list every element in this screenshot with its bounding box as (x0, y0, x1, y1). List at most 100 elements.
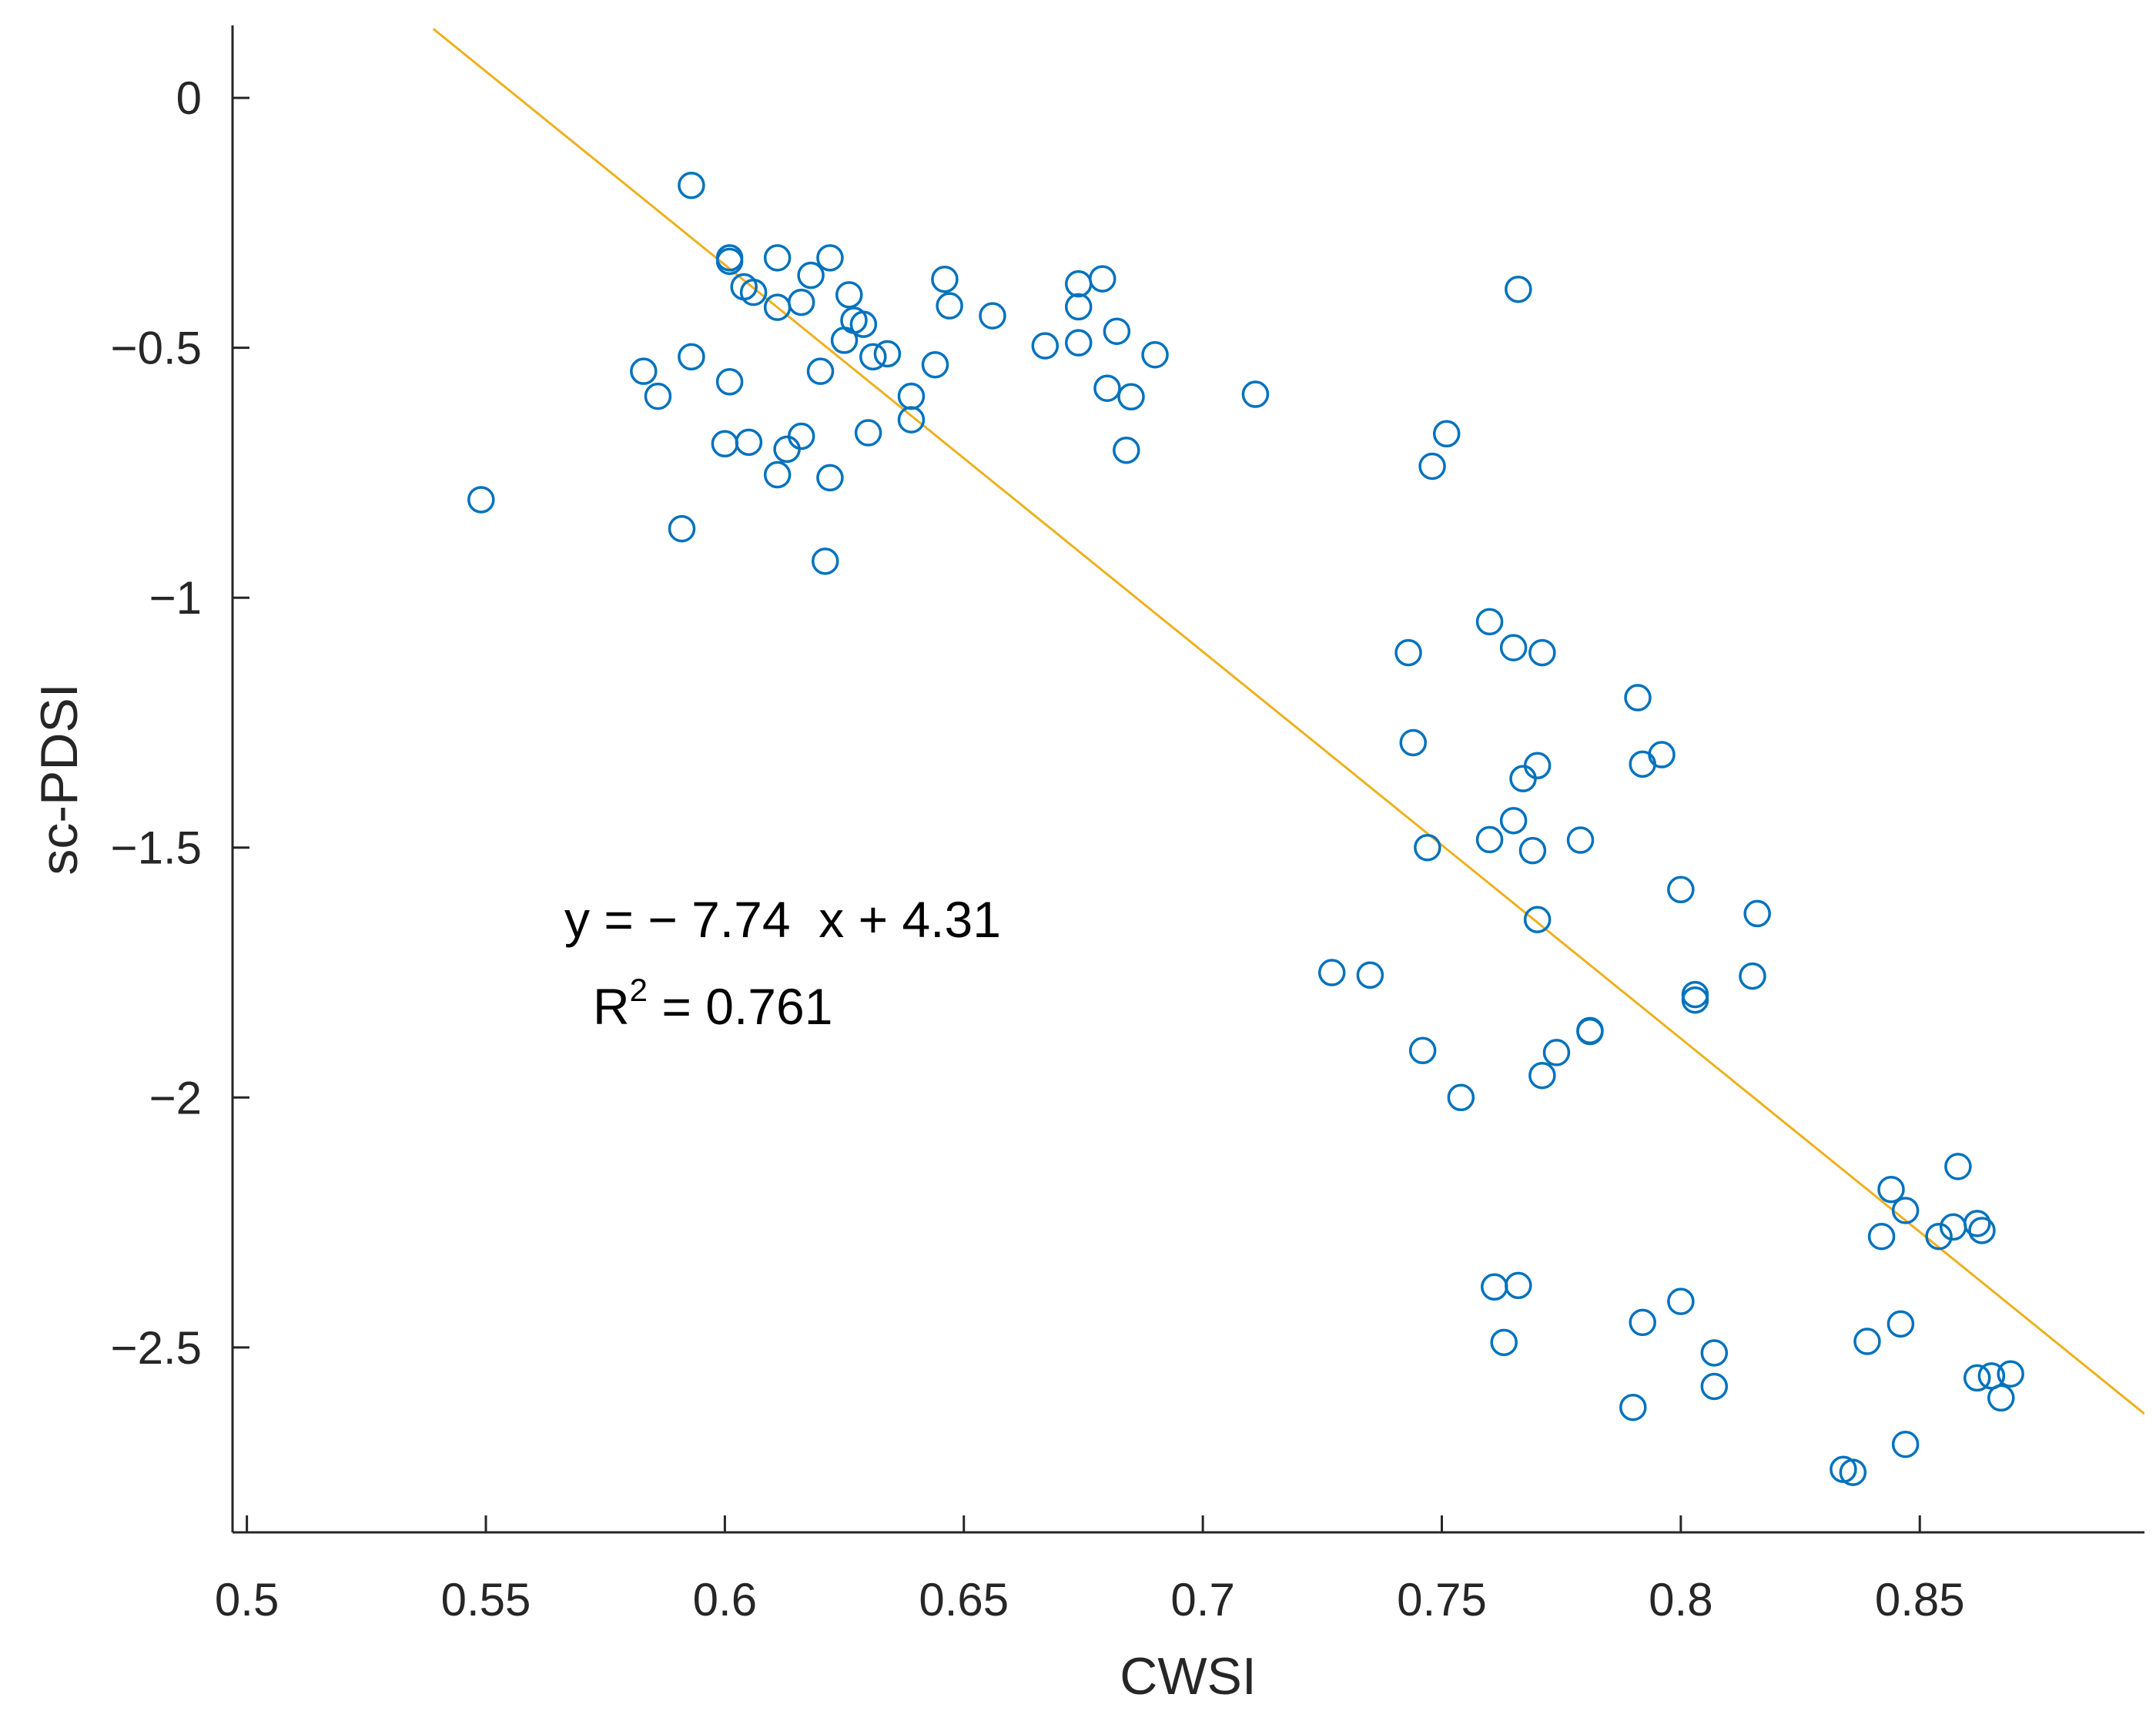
data-point (739, 278, 768, 306)
data-point (1447, 1083, 1475, 1112)
data-point (1681, 980, 1709, 1009)
data-point (763, 244, 792, 272)
data-point (763, 460, 792, 489)
data-point (1877, 1175, 1905, 1204)
data-point (1739, 962, 1766, 990)
data-point (1528, 1061, 1556, 1090)
data-point (1542, 1039, 1571, 1066)
data-point (787, 288, 815, 316)
data-point (1509, 765, 1537, 792)
x-axis-title: CWSI (1120, 1647, 1257, 1706)
y-tick-label: −1 (149, 572, 202, 624)
data-point (811, 547, 839, 575)
data-point (1566, 826, 1595, 854)
data-point (921, 350, 949, 379)
r-squared-prefix: R (593, 978, 630, 1035)
data-point (644, 382, 672, 410)
data-point (1414, 833, 1441, 862)
x-tick-label: 0.7 (1170, 1574, 1234, 1626)
data-point (1891, 1197, 1920, 1224)
data-point (1925, 1222, 1953, 1251)
data-point (1408, 1036, 1437, 1065)
data-point (1141, 340, 1169, 369)
data-point (1475, 608, 1504, 636)
r-squared-superscript: 2 (630, 972, 648, 1008)
data-point (1681, 986, 1709, 1014)
data-point (773, 435, 801, 464)
data-point (668, 514, 696, 543)
data-points (467, 171, 2024, 1486)
x-tick-label: 0.6 (693, 1574, 757, 1626)
data-point (1619, 1393, 1647, 1421)
data-point (1968, 1217, 1996, 1244)
data-point (1031, 332, 1060, 360)
data-point (467, 486, 495, 514)
data-point (711, 430, 739, 458)
data-point (1317, 959, 1346, 986)
data-point (1505, 1271, 1532, 1300)
data-point (1839, 1458, 1867, 1486)
data-point (1629, 1308, 1656, 1337)
data-point (854, 419, 882, 447)
y-tick-label: −2 (149, 1072, 202, 1123)
data-point (1886, 1310, 1915, 1338)
data-point (1518, 836, 1547, 865)
data-point (816, 244, 844, 272)
data-point (1624, 684, 1652, 712)
x-tick-label: 0.5 (215, 1574, 279, 1626)
data-point (835, 281, 863, 309)
data-point (936, 292, 963, 320)
data-point (1117, 383, 1145, 411)
data-point (979, 302, 1006, 330)
data-point (1523, 752, 1552, 780)
data-point (715, 244, 744, 272)
data-point (1700, 1372, 1729, 1401)
data-point (897, 406, 926, 434)
fit-line-group (432, 28, 2144, 1415)
fit-equation: y = − 7.74 x + 4.31 (564, 891, 1001, 948)
data-point (630, 357, 658, 385)
data-point (849, 310, 878, 338)
data-point (1064, 270, 1093, 298)
data-point (1113, 436, 1140, 464)
data-point (1997, 1360, 2024, 1388)
r-squared-value: = 0.761 (648, 978, 832, 1035)
data-point (1418, 452, 1446, 480)
axes (231, 25, 2144, 1534)
y-tick-label: −0.5 (111, 323, 202, 374)
data-point (1241, 380, 1270, 408)
data-point (1853, 1328, 1881, 1355)
data-point (1944, 1153, 1972, 1180)
data-point (1356, 961, 1384, 989)
y-tick-label: −1.5 (111, 822, 202, 874)
data-point (1064, 293, 1093, 321)
data-point (787, 422, 815, 450)
data-point (1475, 825, 1504, 854)
regression-line (432, 28, 2144, 1415)
data-point (859, 343, 887, 371)
x-tick-label: 0.65 (919, 1574, 1009, 1626)
x-tick-label: 0.55 (441, 1574, 531, 1626)
data-point (715, 368, 744, 396)
data-point (1103, 317, 1131, 345)
data-point (1700, 1339, 1729, 1367)
data-point (1629, 750, 1656, 778)
data-point (1481, 1273, 1508, 1301)
data-point (1667, 1287, 1695, 1315)
x-tick-label: 0.85 (1875, 1574, 1965, 1626)
y-axis-title: sc-PDSI (30, 683, 89, 875)
data-point (1432, 420, 1461, 448)
data-point (1399, 728, 1428, 757)
data-point (1528, 638, 1556, 667)
data-point (1743, 899, 1771, 928)
data-point (931, 265, 959, 293)
data-point (1490, 1328, 1518, 1357)
data-point (1093, 374, 1121, 402)
data-point (1499, 634, 1528, 661)
data-point (1891, 1431, 1920, 1458)
x-tick-label: 0.75 (1397, 1574, 1487, 1626)
data-point (1667, 876, 1695, 904)
data-point (1963, 1210, 1991, 1237)
data-point (1505, 275, 1532, 303)
data-point (1576, 1016, 1604, 1045)
